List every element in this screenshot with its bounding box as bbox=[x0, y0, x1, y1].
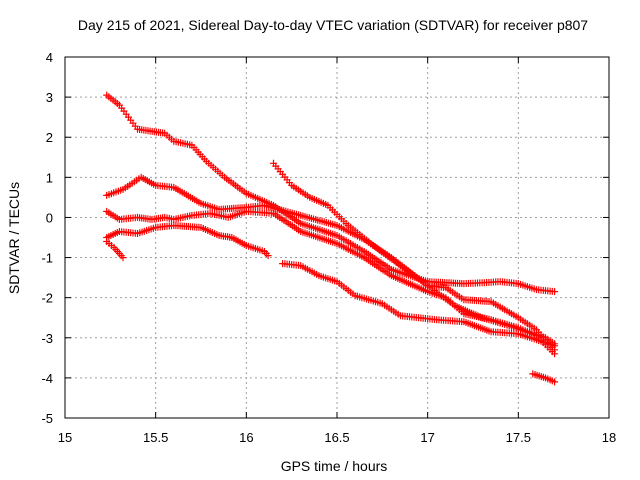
series-track-7 bbox=[279, 260, 559, 350]
y-tick-label: 3 bbox=[46, 90, 53, 105]
data-point bbox=[551, 342, 559, 350]
y-tick-label: -1 bbox=[41, 251, 53, 266]
data-points bbox=[103, 91, 559, 386]
x-tick-label: 18 bbox=[602, 430, 616, 445]
plot-frame bbox=[64, 56, 610, 419]
series-track-5 bbox=[103, 238, 127, 262]
x-tick-label: 16.5 bbox=[324, 430, 349, 445]
data-point bbox=[264, 252, 272, 260]
y-tick-label: -4 bbox=[41, 371, 53, 386]
chart-title: Day 215 of 2021, Sidereal Day-to-day VTE… bbox=[78, 17, 588, 33]
y-tick-label: 0 bbox=[46, 210, 53, 225]
data-point bbox=[551, 350, 559, 358]
y-axis-title: SDTVAR / TECUs bbox=[6, 182, 22, 294]
y-tick-label: 4 bbox=[46, 50, 53, 65]
series-track-8 bbox=[529, 370, 559, 386]
series-track-6 bbox=[270, 159, 559, 348]
y-tick-label: -2 bbox=[41, 291, 53, 306]
series-track-1 bbox=[103, 91, 559, 296]
y-tick-label: 1 bbox=[46, 170, 53, 185]
x-tick-label: 15 bbox=[58, 430, 72, 445]
y-tick-label: -3 bbox=[41, 331, 53, 346]
axis-ticks: 15 15.5 16 16.5 17 17.5 18 -5 -4 -3 -2 -1 0 1 2 3 4 bbox=[41, 50, 616, 445]
data-point bbox=[551, 288, 559, 296]
y-tick-label: 2 bbox=[46, 130, 53, 145]
data-point bbox=[119, 254, 127, 262]
x-tick-label: 16 bbox=[239, 430, 253, 445]
x-tick-label: 17.5 bbox=[506, 430, 531, 445]
x-axis-title: GPS time / hours bbox=[281, 458, 388, 474]
x-tick-label: 17 bbox=[420, 430, 434, 445]
data-point bbox=[551, 378, 559, 386]
x-tick-label: 15.5 bbox=[143, 430, 168, 445]
series-track-4 bbox=[103, 222, 272, 260]
y-tick-label: -5 bbox=[41, 411, 53, 426]
